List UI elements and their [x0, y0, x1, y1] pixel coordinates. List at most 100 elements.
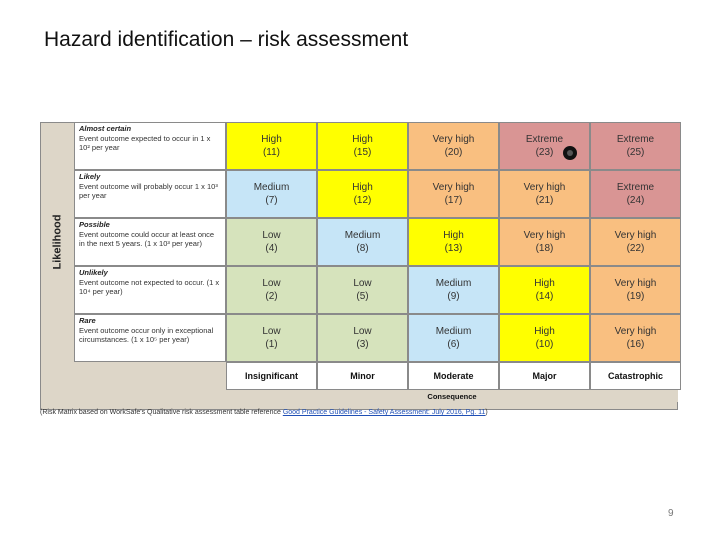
risk-cell: Medium (6): [408, 314, 499, 362]
risk-score: (17): [444, 195, 463, 206]
risk-level: Medium: [344, 230, 381, 241]
risk-level: Very high: [614, 326, 657, 337]
risk-score: (14): [535, 291, 554, 302]
likelihood-name: Possible: [79, 220, 110, 229]
consequence-header: Insignificant: [226, 362, 317, 390]
risk-cell: Low (3): [317, 314, 408, 362]
likelihood-axis-label: Likelihood: [51, 214, 63, 270]
risk-cell: High (15): [317, 122, 408, 170]
risk-cell: Very high (16): [590, 314, 681, 362]
slide-title: Hazard identification – risk assessment: [44, 28, 409, 51]
risk-cell: High (14): [499, 266, 590, 314]
risk-score: (7): [265, 195, 278, 206]
risk-score: (12): [353, 195, 372, 206]
risk-cell: Medium (8): [317, 218, 408, 266]
likelihood-description: Event outcome expected to occur in 1 x 1…: [79, 133, 211, 153]
risk-level: Very high: [614, 278, 657, 289]
likelihood-description: Event outcome could occur at least once …: [79, 229, 215, 249]
circle-marker-icon: [563, 146, 577, 160]
risk-level: Low: [262, 278, 281, 289]
risk-score: (5): [356, 291, 369, 302]
risk-score: (6): [447, 339, 460, 350]
risk-cell: Low (5): [317, 266, 408, 314]
consequence-axis-label: Consequence: [226, 390, 678, 402]
risk-level: High: [261, 134, 282, 145]
risk-score: (4): [265, 243, 278, 254]
risk-level: Medium: [253, 182, 290, 193]
risk-cell: Very high (18): [499, 218, 590, 266]
source-link[interactable]: Good Practice Guidelines - Safety Assess…: [282, 409, 486, 416]
likelihood-name: Rare: [79, 316, 96, 325]
risk-score: (19): [626, 291, 645, 302]
risk-score: (21): [535, 195, 554, 206]
risk-score: (10): [535, 339, 554, 350]
likelihood-description: Event outcome will probably occur 1 x 10…: [79, 181, 218, 201]
page-number: 9: [668, 508, 674, 519]
risk-level: Very high: [523, 182, 566, 193]
risk-cell: Very high (21): [499, 170, 590, 218]
risk-cell: Low (2): [226, 266, 317, 314]
consequence-header: Minor: [317, 362, 408, 390]
risk-score: (9): [447, 291, 460, 302]
risk-cell: Extreme (24): [590, 170, 681, 218]
consequence-header: Catastrophic: [590, 362, 681, 390]
risk-cell: Low (4): [226, 218, 317, 266]
risk-cell: High (10): [499, 314, 590, 362]
likelihood-row-label: Almost certain Event outcome expected to …: [74, 122, 226, 170]
risk-cell: Medium (7): [226, 170, 317, 218]
risk-score: (15): [353, 147, 372, 158]
risk-level: High: [352, 182, 373, 193]
risk-score: (2): [265, 291, 278, 302]
matrix-corner-blank: [74, 362, 226, 390]
risk-score: (13): [444, 243, 463, 254]
risk-cell: High (13): [408, 218, 499, 266]
risk-level: Extreme: [616, 134, 655, 145]
risk-level: Low: [262, 326, 281, 337]
source-note: (Risk Matrix based on WorkSafe's Qualita…: [40, 409, 488, 416]
likelihood-description: Event outcome not expected to occur. (1 …: [79, 277, 220, 297]
consequence-header: Moderate: [408, 362, 499, 390]
risk-cell: Low (1): [226, 314, 317, 362]
likelihood-description: Event outcome occur only in exceptional …: [79, 325, 214, 345]
likelihood-row-label: Possible Event outcome could occur at lea…: [74, 218, 226, 266]
risk-level: Very high: [432, 182, 475, 193]
risk-score: (16): [626, 339, 645, 350]
risk-level: Low: [353, 326, 372, 337]
risk-score: (18): [535, 243, 554, 254]
risk-score: (23): [535, 147, 554, 158]
risk-score: (8): [356, 243, 369, 254]
risk-level: Extreme: [616, 182, 655, 193]
risk-level: High: [443, 230, 464, 241]
risk-cell: Extreme (25): [590, 122, 681, 170]
risk-score: (3): [356, 339, 369, 350]
likelihood-name: Almost certain: [79, 124, 132, 133]
likelihood-name: Unlikely: [79, 268, 108, 277]
consequence-header: Major: [499, 362, 590, 390]
risk-level: Low: [353, 278, 372, 289]
risk-score: (22): [626, 243, 645, 254]
risk-cell: Extreme (23): [499, 122, 590, 170]
risk-level: Extreme: [525, 134, 564, 145]
risk-score: (25): [626, 147, 645, 158]
risk-cell: High (11): [226, 122, 317, 170]
risk-cell: Very high (20): [408, 122, 499, 170]
risk-score: (1): [265, 339, 278, 350]
risk-level: High: [352, 134, 373, 145]
risk-level: Medium: [435, 326, 472, 337]
risk-score: (11): [262, 147, 281, 158]
risk-cell: Very high (22): [590, 218, 681, 266]
risk-cell: Very high (19): [590, 266, 681, 314]
risk-score: (24): [626, 195, 645, 206]
risk-level: Low: [262, 230, 281, 241]
risk-cell: Medium (9): [408, 266, 499, 314]
risk-level: High: [534, 326, 555, 337]
likelihood-row-label: Rare Event outcome occur only in exceptio…: [74, 314, 226, 362]
risk-level: Very high: [614, 230, 657, 241]
risk-level: Very high: [432, 134, 475, 145]
risk-level: Medium: [435, 278, 472, 289]
risk-cell: High (12): [317, 170, 408, 218]
likelihood-row-label: Likely Event outcome will probably occur …: [74, 170, 226, 218]
risk-level: High: [534, 278, 555, 289]
risk-cell: Very high (17): [408, 170, 499, 218]
risk-level: Very high: [523, 230, 566, 241]
